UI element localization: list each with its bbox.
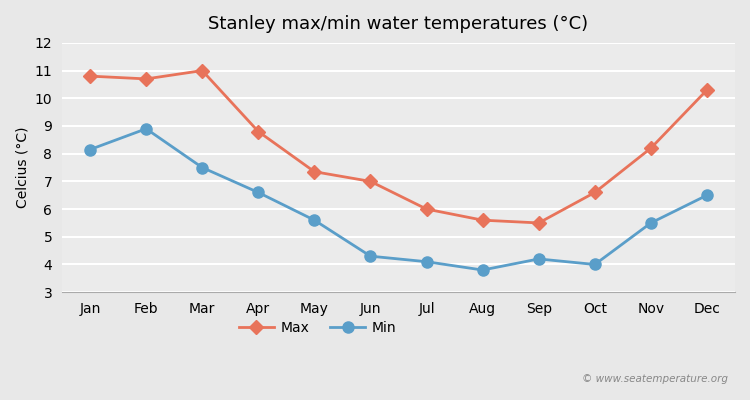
Legend: Max, Min: Max, Min [233,315,402,340]
Y-axis label: Celcius (°C): Celcius (°C) [15,127,29,208]
Text: © www.seatemperature.org: © www.seatemperature.org [581,374,728,384]
Title: Stanley max/min water temperatures (°C): Stanley max/min water temperatures (°C) [209,15,589,33]
